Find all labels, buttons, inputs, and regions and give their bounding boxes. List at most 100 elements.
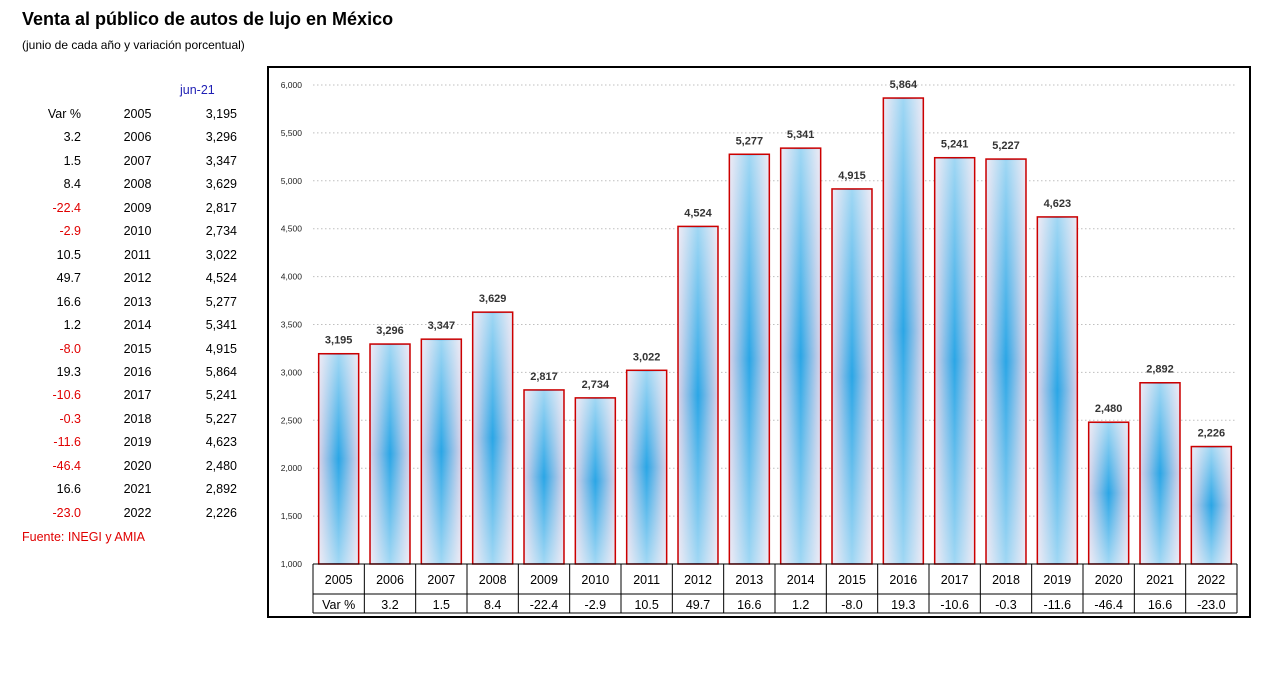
bar-value-label: 2,226: [1198, 428, 1226, 440]
table-var-cell: -22.4: [52, 200, 82, 215]
table-value-cell: 4,915: [205, 341, 237, 356]
x-category-label: 2006: [376, 573, 404, 587]
y-tick-label: 4,500: [281, 224, 303, 234]
bar-shade: [1192, 447, 1231, 563]
var-pct-label: 8.4: [484, 598, 501, 612]
table-var-cell: -23.0: [52, 505, 82, 520]
x-category-label: 2007: [427, 573, 455, 587]
table-var-cell: 1.5: [63, 153, 81, 168]
y-tick-label: 3,500: [281, 320, 303, 330]
bar-value-label: 2,892: [1146, 364, 1174, 376]
bar-shade: [781, 149, 820, 563]
bar-shade: [1038, 217, 1077, 563]
table-year-cell: 2019: [123, 435, 152, 450]
x-category-label: 2015: [838, 573, 866, 587]
bar-value-label: 4,524: [684, 207, 712, 219]
bar-value-label: 5,341: [787, 129, 815, 141]
var-pct-label: -22.4: [530, 598, 559, 612]
x-category-label: 2016: [889, 573, 917, 587]
table-var-cell: 49.7: [56, 271, 81, 286]
table-value-cell: 5,277: [205, 294, 237, 309]
var-pct-label: 1.5: [433, 598, 450, 612]
table-value-cell: 5,241: [205, 388, 237, 403]
var-pct-label: -0.3: [995, 598, 1017, 612]
table-value-cell: 3,347: [205, 153, 237, 168]
bar-value-label: 3,195: [325, 335, 353, 347]
table-value-cell: 4,524: [205, 271, 237, 286]
y-tick-label: 2,000: [281, 463, 303, 473]
y-tick-label: 5,000: [281, 176, 303, 186]
table-value-cell: 5,864: [205, 364, 237, 379]
var-pct-label: 49.7: [686, 598, 710, 612]
table-var-cell: 16.6: [56, 482, 81, 497]
bar-value-label: 3,022: [633, 351, 661, 363]
table-year-cell: 2010: [123, 224, 152, 239]
var-pct-label: 19.3: [891, 598, 915, 612]
x-category-label: 2022: [1197, 573, 1225, 587]
table-value-cell: 2,226: [205, 505, 237, 520]
x-category-label: 2012: [684, 573, 712, 587]
table-value-cell: 2,480: [205, 458, 237, 473]
bar-shade: [833, 189, 871, 563]
table-value-cell: 5,341: [205, 318, 237, 333]
table-value-cell: 2,734: [205, 224, 237, 239]
bar-value-label: 5,227: [992, 140, 1020, 152]
table-value-cell: 2,817: [205, 200, 237, 215]
y-tick-label: 1,500: [281, 511, 303, 521]
bar-shade: [422, 340, 461, 563]
y-tick-label: 4,000: [281, 272, 303, 282]
table-var-cell: -2.9: [59, 224, 81, 239]
bar-value-label: 2,480: [1095, 403, 1123, 415]
bar-value-label: 5,277: [736, 135, 764, 147]
x-category-label: 2020: [1095, 573, 1123, 587]
table-year-cell: 2021: [123, 482, 152, 497]
table-year-cell: 2014: [123, 318, 152, 333]
chart-frame: [267, 66, 1251, 618]
x-category-label: 2009: [530, 573, 558, 587]
x-category-label: 2014: [787, 573, 815, 587]
bar-shade: [884, 99, 923, 563]
table-value-cell: 3,195: [205, 107, 237, 121]
y-tick-label: 5,500: [281, 128, 303, 138]
table-year-cell: 2011: [124, 247, 151, 262]
bar-shade: [576, 398, 615, 563]
bar-shade: [679, 227, 717, 563]
x-category-label: 2019: [1043, 573, 1071, 587]
x-category-label: 2011: [633, 573, 660, 587]
table-year-cell: 2016: [123, 364, 152, 379]
var-row-label: Var %: [322, 598, 355, 612]
var-pct-label: 1.2: [792, 598, 809, 612]
var-pct-label: -2.9: [585, 598, 607, 612]
bar-shade: [730, 155, 769, 563]
var-pct-label: -46.4: [1094, 598, 1123, 612]
table-value-cell: 3,629: [205, 177, 237, 192]
bar-value-label: 4,623: [1044, 198, 1072, 210]
bar-value-label: 3,629: [479, 293, 507, 305]
table-var-cell: 1.2: [63, 318, 81, 333]
x-category-label: 2017: [941, 573, 969, 587]
table-year-cell: 2008: [123, 177, 152, 192]
table-var-cell: -46.4: [52, 458, 82, 473]
bar-value-label: 5,864: [890, 79, 918, 91]
x-category-label: 2010: [581, 573, 609, 587]
bar-shade: [371, 345, 409, 563]
table-var-cell: -11.6: [53, 435, 81, 450]
table-year-cell: 2007: [123, 153, 152, 168]
table-value-cell: 5,227: [205, 411, 237, 426]
table-year-cell: 2020: [123, 458, 152, 473]
x-category-label: 2021: [1146, 573, 1174, 587]
var-pct-label: 16.6: [1148, 598, 1172, 612]
table-var-cell: 16.6: [56, 294, 81, 309]
table-value-cell: 3,022: [205, 247, 237, 262]
bar-shade: [1141, 383, 1179, 563]
table-var-cell: 19.3: [56, 364, 81, 379]
table-header: jun-21: [180, 83, 215, 97]
bar-value-label: 3,347: [428, 320, 456, 332]
table-var-cell: 8.4: [63, 177, 81, 192]
table-var-cell: -10.6: [52, 388, 82, 403]
bar-shade: [319, 354, 358, 563]
y-tick-label: 1,000: [281, 559, 303, 569]
source-note: Fuente: INEGI y AMIA: [22, 530, 145, 544]
table-value-cell: 4,623: [205, 435, 237, 450]
